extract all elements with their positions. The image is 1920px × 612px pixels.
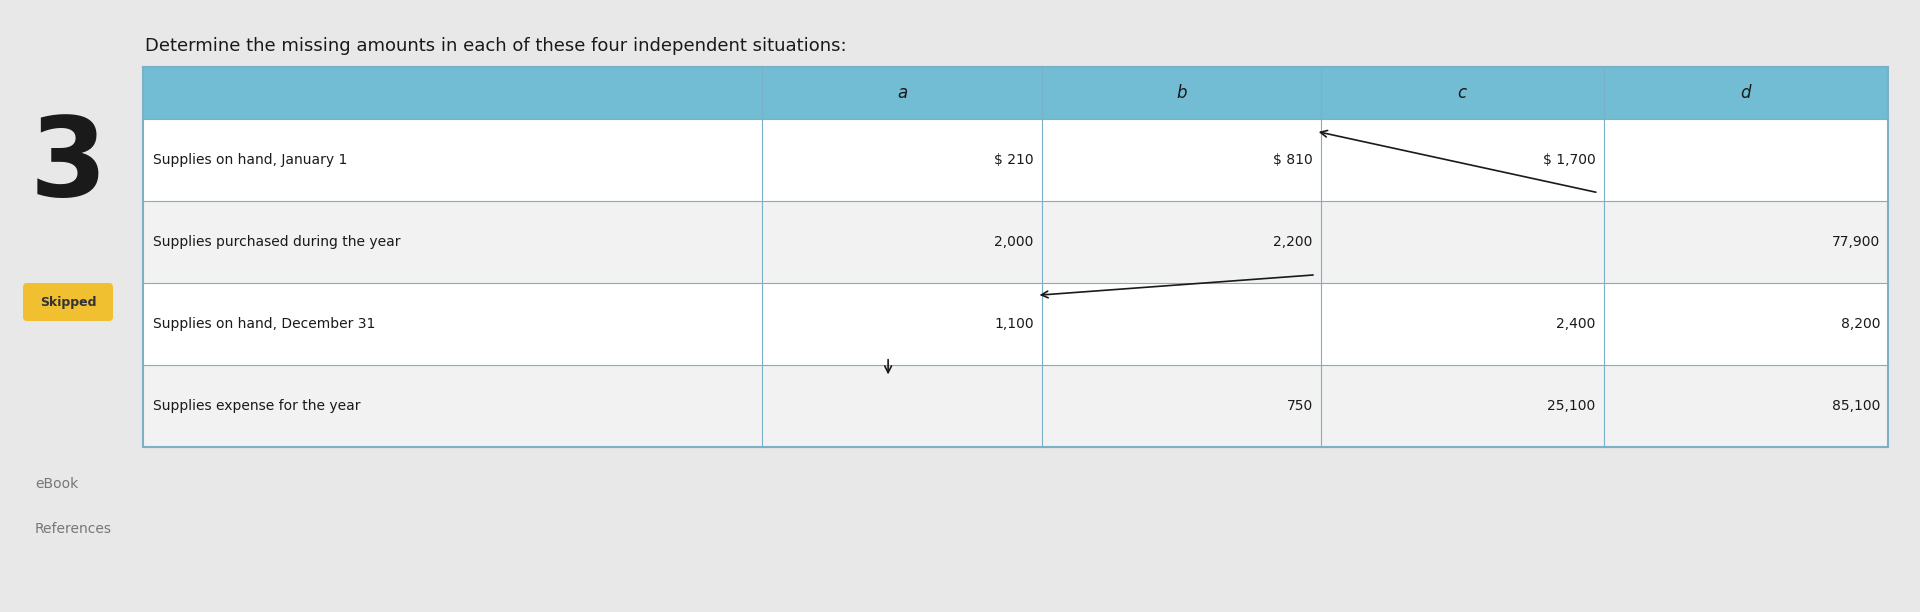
Text: 750: 750 — [1286, 399, 1313, 413]
Bar — [142, 67, 1887, 447]
Text: Supplies expense for the year: Supplies expense for the year — [154, 399, 361, 413]
Text: 2,400: 2,400 — [1557, 317, 1596, 331]
Bar — [142, 283, 1887, 365]
Text: $ 810: $ 810 — [1273, 153, 1313, 167]
Text: 1,100: 1,100 — [995, 317, 1033, 331]
Text: c: c — [1457, 84, 1467, 102]
Text: Supplies on hand, January 1: Supplies on hand, January 1 — [154, 153, 348, 167]
Text: $ 210: $ 210 — [995, 153, 1033, 167]
Text: Supplies on hand, December 31: Supplies on hand, December 31 — [154, 317, 376, 331]
Text: References: References — [35, 522, 111, 536]
Text: 2,000: 2,000 — [995, 235, 1033, 249]
Bar — [142, 67, 1887, 119]
Text: Supplies purchased during the year: Supplies purchased during the year — [154, 235, 401, 249]
Text: 2,200: 2,200 — [1273, 235, 1313, 249]
Text: b: b — [1177, 84, 1187, 102]
Text: 25,100: 25,100 — [1548, 399, 1596, 413]
Text: 3: 3 — [29, 112, 108, 219]
Text: $ 1,700: $ 1,700 — [1544, 153, 1596, 167]
Text: a: a — [897, 84, 908, 102]
Bar — [142, 119, 1887, 201]
Text: Skipped: Skipped — [40, 296, 96, 308]
Text: 77,900: 77,900 — [1832, 235, 1880, 249]
Text: 85,100: 85,100 — [1832, 399, 1880, 413]
Bar — [142, 365, 1887, 447]
FancyBboxPatch shape — [23, 283, 113, 321]
Text: eBook: eBook — [35, 477, 79, 491]
Text: 8,200: 8,200 — [1841, 317, 1880, 331]
Text: Determine the missing amounts in each of these four independent situations:: Determine the missing amounts in each of… — [146, 37, 847, 55]
Bar — [142, 201, 1887, 283]
Text: d: d — [1741, 84, 1751, 102]
